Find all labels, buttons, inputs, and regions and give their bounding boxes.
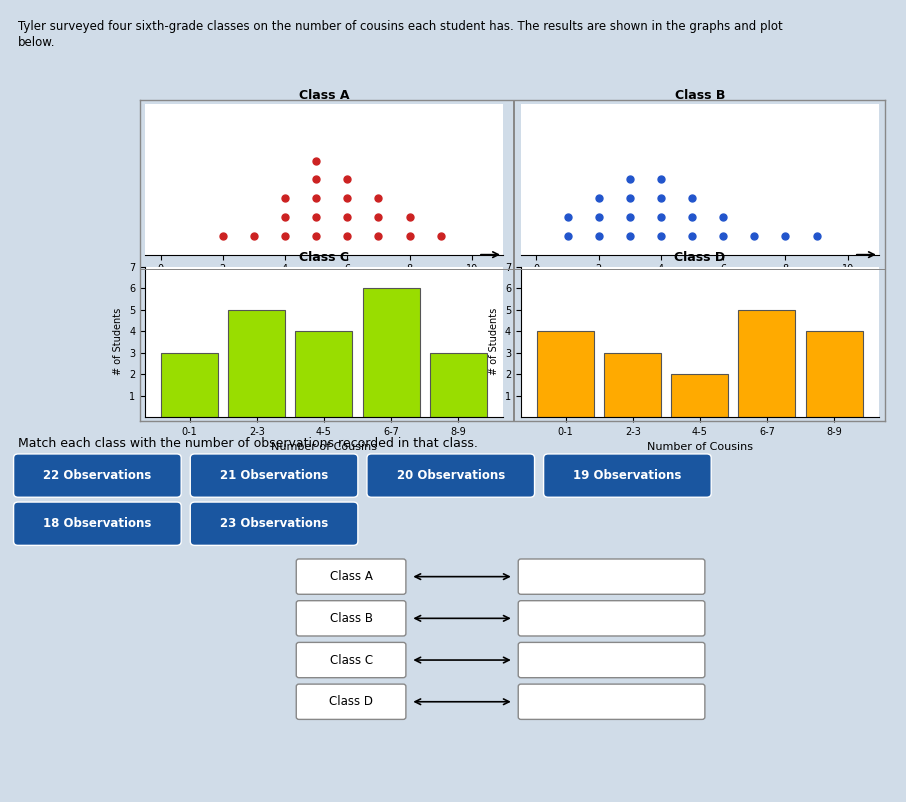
Title: Class D: Class D <box>674 251 726 264</box>
X-axis label: Number of Cousins: Number of Cousins <box>271 443 377 452</box>
Text: 23 Observations: 23 Observations <box>220 517 328 530</box>
Text: Class D: Class D <box>329 695 373 708</box>
Bar <box>537 331 594 417</box>
Bar <box>161 353 218 417</box>
Text: 22 Observations: 22 Observations <box>43 469 151 482</box>
Bar <box>671 374 728 417</box>
Y-axis label: # of Students: # of Students <box>489 308 499 375</box>
Text: 20 Observations: 20 Observations <box>397 469 505 482</box>
Title: Class C: Class C <box>299 251 349 264</box>
Bar <box>429 353 487 417</box>
Bar <box>228 310 285 417</box>
Y-axis label: # of Students: # of Students <box>113 308 123 375</box>
Text: Class A: Class A <box>330 570 372 583</box>
X-axis label: Number of Cousins: Number of Cousins <box>647 280 753 290</box>
Text: 19 Observations: 19 Observations <box>573 469 681 482</box>
Bar <box>805 331 863 417</box>
Text: Match each class with the number of observations recorded in that class.: Match each class with the number of obse… <box>18 437 478 450</box>
Bar <box>738 310 795 417</box>
Bar <box>362 288 419 417</box>
Title: Class A: Class A <box>299 89 349 102</box>
Title: Class B: Class B <box>675 89 725 102</box>
Text: Tyler surveyed four sixth-grade classes on the number of cousins each student ha: Tyler surveyed four sixth-grade classes … <box>18 20 783 33</box>
Text: 18 Observations: 18 Observations <box>43 517 151 530</box>
Text: Class B: Class B <box>330 612 372 625</box>
Text: Class C: Class C <box>330 654 372 666</box>
X-axis label: Number of Cousins: Number of Cousins <box>647 443 753 452</box>
X-axis label: Number of Cousins: Number of Cousins <box>271 280 377 290</box>
Text: 21 Observations: 21 Observations <box>220 469 328 482</box>
Text: below.: below. <box>18 36 55 49</box>
Bar <box>604 353 661 417</box>
Bar <box>295 331 352 417</box>
